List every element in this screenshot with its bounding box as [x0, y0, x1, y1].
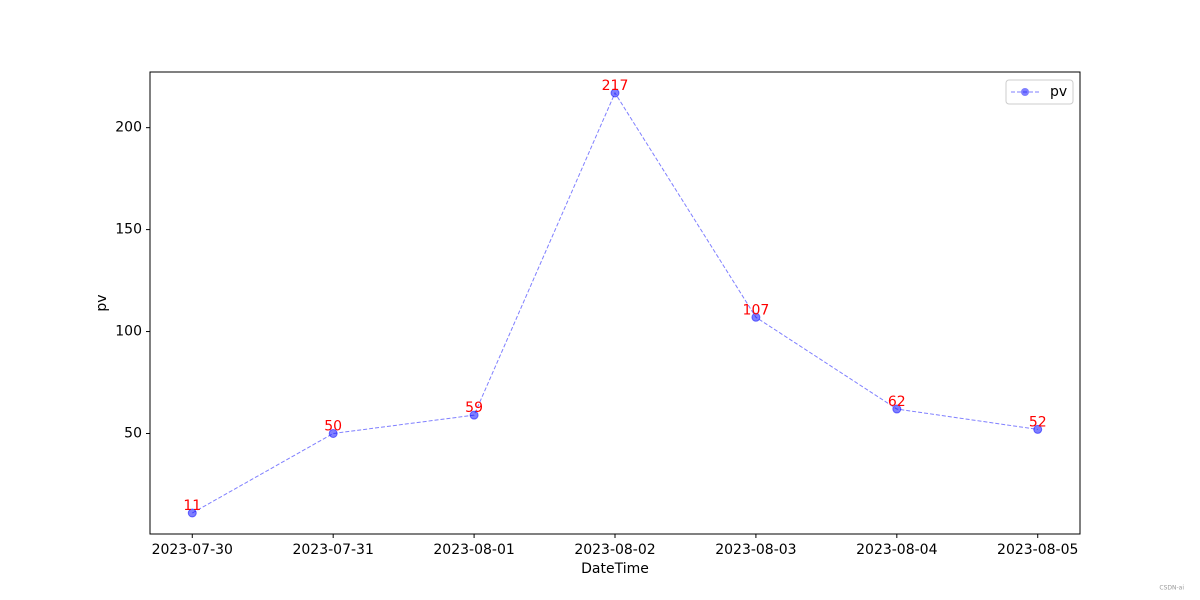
y-tick-label: 50 — [124, 425, 142, 441]
data-label: 50 — [324, 418, 342, 434]
y-tick-label: 150 — [115, 222, 142, 238]
data-label: 62 — [888, 394, 906, 410]
x-tick-label: 2023-08-02 — [574, 542, 655, 558]
y-axis-label: pv — [94, 294, 110, 311]
x-tick-label: 2023-08-03 — [715, 542, 796, 558]
point — [751, 312, 761, 322]
point — [1033, 424, 1043, 434]
point — [328, 428, 338, 438]
data-label: 59 — [465, 400, 483, 416]
data-label: 217 — [602, 78, 629, 94]
legend-marker — [1021, 88, 1029, 96]
point — [892, 404, 902, 414]
y-tick-label: 200 — [115, 120, 142, 136]
data-label: 11 — [183, 498, 201, 514]
x-tick-label: 2023-08-04 — [856, 542, 937, 558]
point — [469, 410, 479, 420]
x-tick-label: 2023-07-31 — [292, 542, 373, 558]
watermark: CSDN-ai — [1159, 585, 1184, 592]
y-tick-label: 100 — [115, 324, 142, 340]
x-tick-label: 2023-08-01 — [433, 542, 514, 558]
legend-label: pv — [1050, 84, 1067, 100]
plot-frame — [149, 71, 1081, 535]
legend-box — [1005, 79, 1074, 105]
x-tick-label: 2023-07-30 — [152, 542, 233, 558]
data-label: 52 — [1029, 414, 1047, 430]
data-label: 107 — [743, 302, 770, 318]
point — [187, 508, 197, 518]
x-tick-label: 2023-08-05 — [997, 542, 1078, 558]
x-axis-label: DateTime — [581, 561, 649, 577]
point — [610, 88, 620, 98]
series-line — [192, 91, 1038, 514]
